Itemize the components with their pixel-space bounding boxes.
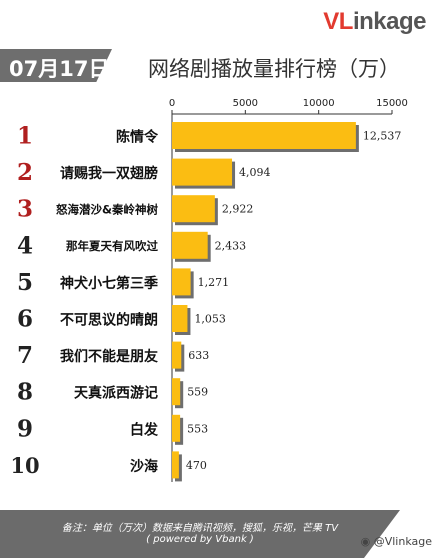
rank-number: 4 (17, 232, 33, 259)
footer-powered-by: ( powered by Vbank ) (146, 534, 254, 545)
logo-l: L (338, 8, 354, 35)
date-banner (0, 49, 112, 82)
bar (172, 268, 191, 296)
category-label: 白发 (130, 421, 159, 438)
rank-number: 6 (17, 306, 33, 333)
rank-number: 9 (17, 415, 33, 442)
weibo-icon: ◉ (360, 535, 374, 548)
category-label: 我们不能是朋友 (60, 348, 158, 365)
data-label: 1,271 (198, 276, 230, 289)
data-label: 470 (186, 459, 207, 472)
rank-number: 7 (17, 342, 33, 369)
logo-rest: nkage (359, 8, 426, 35)
data-label: 4,094 (239, 166, 271, 179)
footer-note: 备注：单位（万次）数据来自腾讯视频，搜狐，乐视，芒果 TV (61, 523, 339, 534)
data-label: 553 (187, 422, 208, 435)
bar (172, 305, 188, 332)
logo-i: i (352, 8, 360, 35)
rank-number: 1 (17, 123, 33, 150)
bar (172, 158, 233, 186)
category-label: 请赐我一双翅膀 (60, 165, 158, 182)
weibo-handle: ◉ @Vlinkage (361, 535, 432, 548)
logo-v: V (323, 8, 339, 35)
bar (172, 451, 179, 479)
bar (172, 414, 181, 442)
bar (172, 341, 182, 369)
data-label: 2,433 (215, 239, 247, 252)
category-label: 沙海 (130, 458, 158, 475)
category-label: 不可思议的晴朗 (60, 312, 158, 329)
data-label: 12,537 (363, 130, 402, 143)
x-tick-label: 10000 (303, 98, 335, 109)
chart-title: 网络剧播放量排行榜（万） (148, 57, 400, 81)
category-label: 怒海潜沙&秦岭神树 (56, 202, 159, 216)
rank-number: 8 (17, 379, 33, 406)
rank-number: 3 (17, 196, 33, 223)
data-label: 559 (187, 386, 208, 399)
bar (172, 231, 208, 259)
data-label: 1,053 (194, 313, 226, 326)
bar (172, 122, 356, 149)
x-tick-label: 0 (169, 98, 175, 109)
rank-number: 10 (10, 453, 39, 478)
weibo-handle-text: @Vlinkage (373, 535, 432, 548)
vlinkage-logo: VLinkage (323, 8, 426, 36)
category-label: 神犬小七第三季 (60, 275, 158, 292)
rank-number: 5 (17, 269, 33, 296)
x-tick-label: 15000 (376, 98, 408, 109)
rank-number: 2 (17, 159, 33, 186)
category-label: 陈情令 (116, 129, 159, 146)
bar (172, 378, 181, 406)
footer-banner (0, 510, 400, 558)
date-label: 07月17日 (9, 57, 110, 81)
bar (172, 195, 215, 223)
category-label: 天真派西游记 (74, 385, 158, 402)
data-label: 2,922 (222, 203, 254, 216)
data-label: 633 (188, 349, 209, 362)
x-tick-label: 5000 (233, 98, 258, 109)
category-label: 那年夏天有风吹过 (66, 239, 158, 253)
